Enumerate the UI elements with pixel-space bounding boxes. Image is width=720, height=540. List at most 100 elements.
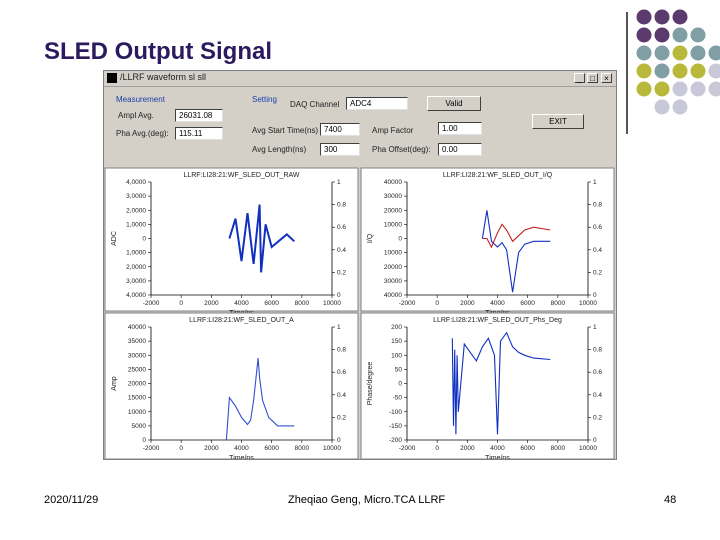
waveform-window: /LLRF waveform sl sll _ □ × Measurement … [103, 70, 617, 460]
decorative-dot [672, 9, 688, 25]
x-tick-label: 8000 [295, 445, 310, 452]
decorative-dot [690, 27, 706, 43]
y-tick-label: 40000 [128, 324, 146, 331]
plot-panel: LLRF:LI28:21:WF_SLED_OUT_Phs_Deg-2000 0 20… [360, 312, 615, 459]
y2-tick-label: 0.4 [337, 247, 346, 254]
plot-title: LLRF:LI28:21:WF_SLED_OUT_RAW [183, 172, 299, 179]
y-tick-label: 15000 [128, 395, 146, 402]
y-tick-label: 100 [391, 352, 402, 359]
pha-avg-field: 115.11 [175, 127, 223, 140]
x-tick-label: 10000 [579, 300, 597, 307]
y2-tick-label: 1 [593, 324, 597, 331]
x-tick-label: -2000 [399, 300, 416, 307]
x-tick-label: 8000 [295, 300, 310, 307]
decorative-dot [708, 45, 720, 61]
x-tick-label: 2000 [460, 300, 475, 307]
minimize-button[interactable]: _ [574, 73, 585, 83]
valid-button[interactable]: Valid [427, 96, 481, 111]
decorative-dot [690, 81, 706, 97]
x-tick-label: 8000 [551, 300, 566, 307]
y-tick-label: 1,0000 [126, 250, 146, 257]
x-tick-label: 0 [179, 445, 183, 452]
window-title: /LLRF waveform sl sll [120, 72, 207, 82]
series-line [451, 331, 551, 435]
y2-tick-label: 0.6 [593, 224, 602, 231]
y-tick-label: 3,0000 [126, 193, 146, 200]
decorative-dot [654, 63, 670, 79]
y-tick-label: 20000 [384, 207, 402, 214]
daq-channel-select[interactable]: ADC4 [346, 97, 408, 110]
ampl-avg-label: Ampl Avg. [118, 111, 154, 120]
y2-tick-label: 0.4 [593, 247, 602, 254]
exit-button[interactable]: EXIT [532, 114, 584, 129]
setting-section-label: Setting [252, 95, 277, 104]
measurement-section-label: Measurement [116, 95, 165, 104]
y2-tick-label: 0.2 [593, 269, 602, 276]
decorative-dot [654, 27, 670, 43]
close-button[interactable]: × [601, 73, 612, 83]
y-axis-label: ADC [111, 231, 118, 246]
x-tick-label: 6000 [520, 300, 535, 307]
y-axis-label: Amp [111, 376, 118, 391]
x-tick-label: 0 [179, 300, 183, 307]
window-titlebar[interactable]: /LLRF waveform sl sll _ □ × [104, 71, 616, 87]
y2-tick-label: 0.6 [337, 369, 346, 376]
y-tick-label: -100 [389, 409, 402, 416]
avg-start-input[interactable]: 7400 [320, 123, 360, 136]
y2-tick-label: 0 [337, 292, 341, 299]
y2-tick-label: 0.4 [593, 392, 602, 399]
y-tick-label: 40000 [384, 292, 402, 299]
y2-tick-label: 0.2 [337, 269, 346, 276]
decorative-dot [636, 81, 652, 97]
maximize-button[interactable]: □ [587, 73, 598, 83]
page-number: 48 [664, 494, 677, 506]
y-tick-label: -50 [393, 395, 403, 402]
y-tick-label: 10000 [128, 409, 146, 416]
y2-tick-label: 1 [593, 179, 597, 186]
avg-length-input[interactable]: 300 [320, 143, 360, 156]
x-axis-label: Time/ns [229, 455, 254, 459]
daq-channel-label: DAQ Channel [290, 100, 340, 109]
amp-factor-input[interactable]: 1.00 [438, 122, 482, 135]
x-tick-label: 0 [435, 445, 439, 452]
series-line [225, 358, 295, 441]
pha-offset-input[interactable]: 0.00 [438, 143, 482, 156]
y2-tick-label: 0 [337, 437, 341, 444]
y2-tick-label: 0.8 [337, 347, 346, 354]
y-tick-label: 150 [391, 338, 402, 345]
y-tick-label: 3,0000 [126, 278, 146, 285]
decorative-dot [636, 27, 652, 43]
y2-tick-label: 1 [337, 179, 341, 186]
y2-tick-label: 0.8 [337, 202, 346, 209]
y2-tick-label: 0.4 [337, 392, 346, 399]
y-tick-label: 35000 [128, 338, 146, 345]
plot-title: LLRF:LI28:21:WF_SLED_OUT_Phs_Deg [433, 317, 562, 324]
y-tick-label: 0 [142, 437, 146, 444]
x-tick-label: 4000 [490, 445, 505, 452]
decorative-dot [672, 99, 688, 115]
decorative-dot-cluster [636, 9, 720, 115]
decorative-dot [672, 63, 688, 79]
avg-length-label: Avg Length(ns) [252, 145, 307, 154]
x-tick-label: -2000 [143, 445, 160, 452]
x-tick-label: 4000 [234, 300, 249, 307]
y-tick-label: 1,0000 [126, 221, 146, 228]
plot-panel: LLRF:LI28:21:WF_SLED_OUT_A-2000 0 2000 4000… [104, 312, 359, 459]
plot-background [360, 312, 615, 459]
x-tick-label: 10000 [323, 445, 341, 452]
x-tick-label: 4000 [490, 300, 505, 307]
x-tick-label: 2000 [204, 445, 219, 452]
plot-background [104, 167, 359, 312]
footer-author: Zheqiao Geng, Micro.TCA LLRF [288, 494, 446, 506]
series-line [482, 223, 551, 249]
y-tick-label: 0 [398, 236, 402, 243]
y-axis-label: Phase/degree [367, 362, 374, 406]
plot-title: LLRF:LI28:21:WF_SLED_OUT_I/Q [443, 172, 553, 179]
y-axis-label: I/Q [367, 233, 374, 243]
decorative-dot [672, 45, 688, 61]
x-axis-label: Time/ns [485, 455, 510, 459]
y-tick-label: 10000 [384, 250, 402, 257]
decorative-dot [654, 9, 670, 25]
y-tick-label: 30000 [384, 193, 402, 200]
decorative-dot [672, 27, 688, 43]
